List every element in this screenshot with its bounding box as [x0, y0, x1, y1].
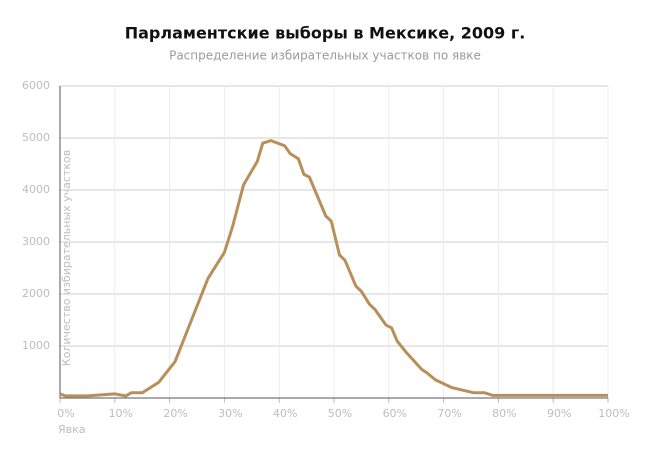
- x-tick-label: 90%: [547, 407, 571, 420]
- x-tick-label: 100%: [598, 407, 629, 420]
- x-tick-label: 10%: [109, 407, 133, 420]
- x-tick-label: 40%: [273, 407, 297, 420]
- x-axis-label: Явка: [58, 423, 86, 436]
- y-tick-label: 2000: [22, 287, 50, 300]
- x-tick-label: 80%: [492, 407, 516, 420]
- x-tick-label: 70%: [437, 407, 461, 420]
- y-tick-label: 5000: [22, 131, 50, 144]
- chart-title: Парламентские выборы в Мексике, 2009 г.: [125, 24, 526, 43]
- x-tick-label: 50%: [328, 407, 352, 420]
- data-line: [59, 139, 608, 398]
- x-tick-label: 30%: [218, 407, 242, 420]
- y-tick-label: 1000: [22, 339, 50, 352]
- y-tick-label: 3000: [22, 235, 50, 248]
- x-tick-label: 20%: [163, 407, 187, 420]
- y-tick-label: 4000: [22, 183, 50, 196]
- chart-subtitle: Распределение избирательных участков по …: [169, 49, 481, 63]
- y-tick-label: 6000: [22, 79, 50, 92]
- y-axis-label: Количество избирательных участков: [60, 150, 73, 366]
- x-tick-label: 0%: [57, 407, 74, 420]
- x-tick-label: 60%: [383, 407, 407, 420]
